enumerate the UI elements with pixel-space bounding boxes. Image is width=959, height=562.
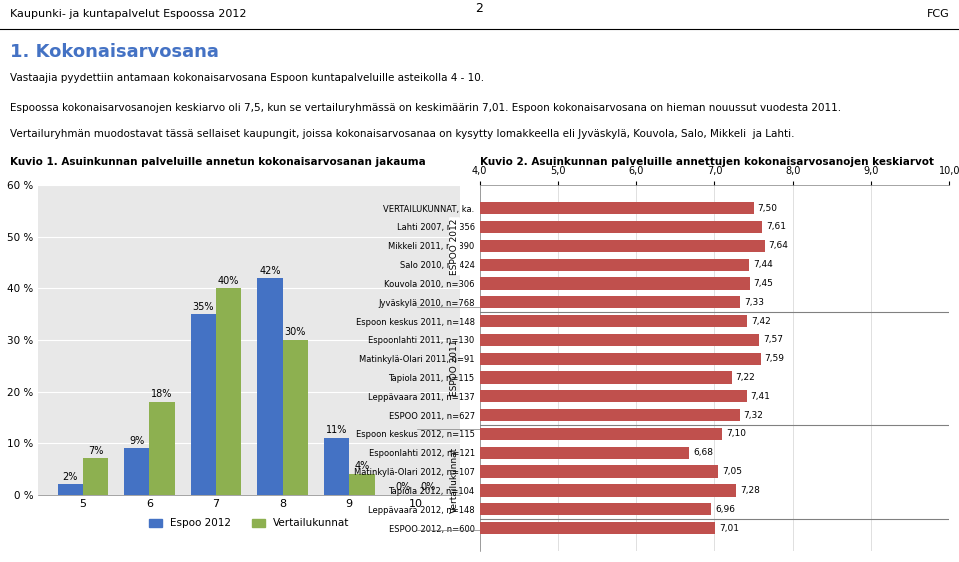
Text: 7,32: 7,32: [743, 411, 763, 420]
Bar: [480, 277, 750, 289]
Text: ESPOO 2011: ESPOO 2011: [450, 340, 459, 396]
Text: 7,10: 7,10: [726, 429, 746, 438]
Bar: [480, 371, 732, 384]
Text: 7,64: 7,64: [768, 241, 788, 250]
Text: Vertailuryhmän muodostavat tässä sellaiset kaupungit, joissa kokonaisarvosanaa o: Vertailuryhmän muodostavat tässä sellais…: [10, 129, 794, 139]
Bar: [480, 390, 746, 402]
Text: 42%: 42%: [259, 266, 281, 275]
Text: Kuvio 1. Asuinkunnan palveluille annetun kokonaisarvosanan jakauma: Kuvio 1. Asuinkunnan palveluille annetun…: [10, 157, 426, 166]
Legend: Espoo 2012, Vertailukunnat: Espoo 2012, Vertailukunnat: [145, 514, 354, 533]
Bar: [480, 428, 722, 440]
Text: 7,50: 7,50: [758, 203, 778, 212]
Text: 7,28: 7,28: [740, 486, 760, 495]
Text: 6,68: 6,68: [693, 448, 713, 457]
Bar: [124, 448, 150, 495]
Text: Kaupunki- ja kuntapalvelut Espoossa 2012: Kaupunki- ja kuntapalvelut Espoossa 2012: [10, 9, 246, 19]
Bar: [480, 296, 740, 309]
Text: 7,41: 7,41: [751, 392, 770, 401]
Bar: [480, 352, 760, 365]
Text: ESPOO 2012: ESPOO 2012: [450, 218, 459, 274]
Text: 7,01: 7,01: [719, 524, 739, 533]
Text: 7,45: 7,45: [754, 279, 774, 288]
Text: Espoossa kokonaisarvosanojen keskiarvo oli 7,5, kun se vertailuryhmässä on keski: Espoossa kokonaisarvosanojen keskiarvo o…: [10, 103, 841, 114]
Text: 18%: 18%: [152, 389, 173, 399]
Text: 6,96: 6,96: [715, 505, 736, 514]
Bar: [283, 340, 308, 495]
Text: 0%: 0%: [395, 482, 410, 492]
Text: 7,42: 7,42: [751, 316, 771, 325]
Text: 2: 2: [476, 2, 483, 15]
Text: 7,57: 7,57: [763, 336, 783, 345]
Text: 30%: 30%: [285, 328, 306, 337]
Text: 7,05: 7,05: [722, 467, 742, 476]
Bar: [480, 409, 739, 422]
Text: 7,22: 7,22: [736, 373, 756, 382]
Text: 35%: 35%: [193, 302, 214, 312]
Bar: [191, 314, 216, 495]
Bar: [480, 484, 737, 496]
Bar: [216, 288, 242, 495]
Bar: [480, 240, 764, 252]
Bar: [58, 484, 82, 495]
Bar: [480, 334, 760, 346]
Bar: [480, 202, 754, 214]
Text: 7,61: 7,61: [766, 223, 786, 232]
Text: 1. Kokonaisarvosana: 1. Kokonaisarvosana: [10, 43, 219, 61]
Bar: [480, 259, 749, 271]
Text: 9%: 9%: [129, 436, 145, 446]
Text: 11%: 11%: [326, 425, 347, 436]
Text: FCG: FCG: [926, 9, 949, 19]
Text: Kuvio 2. Asuinkunnan palveluille annettujen kokonaisarvosanojen keskiarvot: Kuvio 2. Asuinkunnan palveluille annettu…: [480, 157, 933, 166]
Text: 7,33: 7,33: [744, 298, 764, 307]
Text: 7%: 7%: [88, 446, 104, 456]
Bar: [480, 522, 715, 534]
Bar: [480, 465, 718, 478]
Bar: [82, 459, 108, 495]
Bar: [257, 278, 283, 495]
Bar: [349, 474, 375, 495]
Text: Vertailukunnat: Vertailukunnat: [450, 447, 459, 513]
Text: 4%: 4%: [354, 461, 369, 472]
Bar: [480, 447, 690, 459]
Bar: [480, 315, 747, 327]
Text: Vastaajia pyydettiin antamaan kokonaisarvosana Espoon kuntapalveluille asteikoll: Vastaajia pyydettiin antamaan kokonaisar…: [10, 73, 483, 83]
Text: 7,59: 7,59: [764, 354, 784, 363]
Text: 7,44: 7,44: [753, 260, 773, 269]
Bar: [324, 438, 349, 495]
Bar: [480, 221, 762, 233]
Text: 0%: 0%: [421, 482, 436, 492]
Text: 2%: 2%: [62, 472, 78, 482]
Bar: [150, 402, 175, 495]
Text: 40%: 40%: [218, 276, 240, 286]
Bar: [480, 503, 712, 515]
